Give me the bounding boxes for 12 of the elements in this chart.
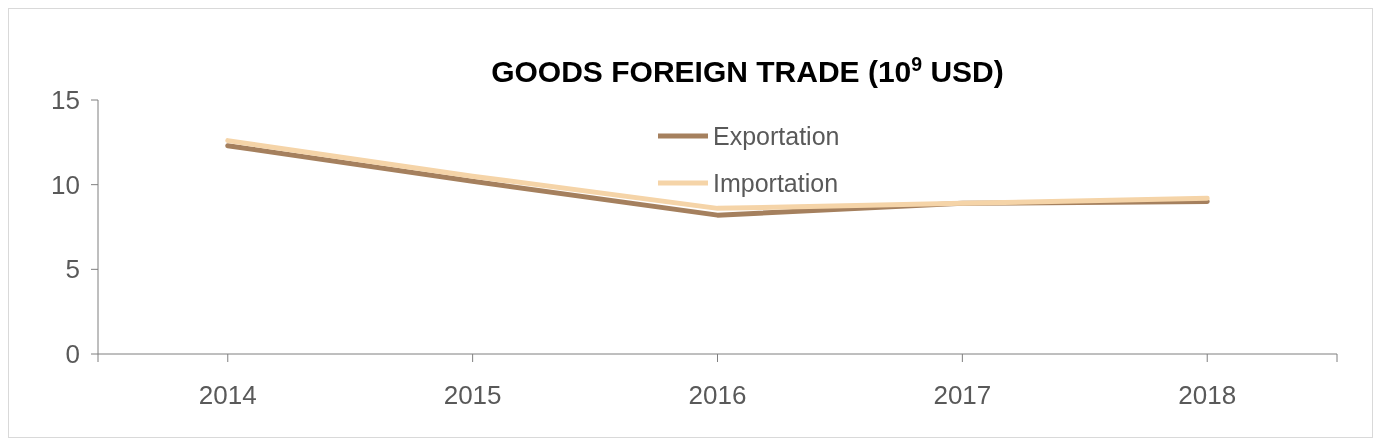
x-tick-label: 2015 [443, 380, 502, 410]
x-tick-label: 2018 [1178, 380, 1237, 410]
y-tick-label: 15 [51, 85, 80, 116]
x-tick-label: 2017 [933, 380, 992, 410]
legend-label: Importation [713, 168, 839, 197]
x-tick-label: 2014 [198, 380, 257, 410]
legend-label: Exportation [713, 121, 840, 150]
y-tick-label: 5 [65, 254, 80, 285]
y-tick-label: 0 [65, 339, 80, 370]
chart-title: GOODS FOREIGN TRADE (10$^{9}$ USD) [491, 53, 1004, 88]
y-tick-label: 10 [51, 169, 80, 200]
x-tick-label: 2016 [688, 380, 747, 410]
